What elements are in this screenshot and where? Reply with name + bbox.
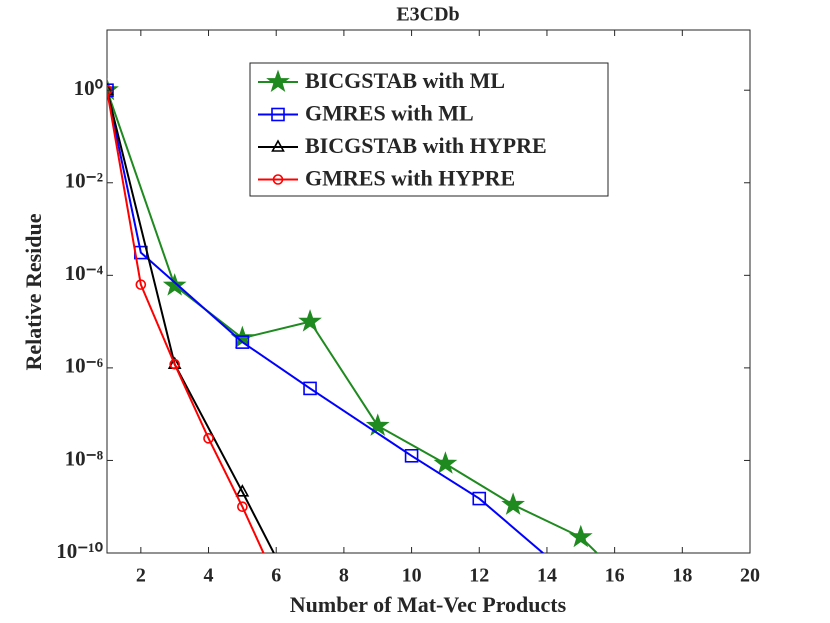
plot-lines	[107, 77, 658, 623]
x-tick-label: 16	[605, 565, 625, 587]
legend-marker	[271, 107, 285, 122]
marker	[162, 273, 187, 296]
marker	[237, 501, 248, 513]
marker	[305, 617, 316, 623]
marker	[639, 594, 658, 612]
marker	[501, 492, 525, 515]
marker	[203, 433, 214, 444]
legend-label: BICGSTAB with ML	[305, 68, 505, 93]
x-tick-label: 10	[402, 565, 422, 587]
legend-label: GMRES with ML	[305, 101, 474, 126]
series-line	[107, 90, 265, 553]
x-tick-label: 18	[672, 565, 692, 587]
legend	[249, 62, 609, 197]
marker	[298, 309, 322, 332]
x-axis-label: Number of Mat-Vec Products	[290, 592, 567, 617]
y-tick-label: 10⁻¹⁰	[56, 539, 103, 563]
marker	[235, 335, 250, 349]
x-tick-label: 20	[740, 565, 760, 587]
legend-marker	[271, 139, 285, 152]
legend-marker	[266, 69, 290, 93]
marker	[568, 524, 593, 548]
marker	[169, 358, 180, 370]
chart-title: E3CDb	[396, 4, 459, 26]
marker	[135, 279, 147, 290]
x-tick-label: 12	[469, 565, 489, 587]
marker	[433, 451, 458, 474]
y-tick-label: 10⁻⁴	[65, 261, 104, 285]
y-tick-label: 10⁰	[74, 76, 104, 100]
x-tick-label: 4	[204, 565, 214, 587]
marker	[404, 448, 419, 463]
series-line	[107, 89, 275, 553]
marker	[472, 491, 487, 506]
marker	[575, 579, 587, 591]
x-tick-label: 14	[537, 565, 557, 587]
legend-label: GMRES with HYPRE	[305, 166, 515, 191]
legend-marker	[272, 174, 284, 185]
marker	[107, 82, 114, 96]
marker	[235, 484, 250, 497]
series-line	[107, 90, 545, 553]
y-tick-label: 10⁻²	[65, 169, 103, 193]
x-tick-label: 2	[136, 565, 146, 587]
y-tick-label: 10⁻⁸	[65, 446, 103, 470]
marker	[365, 413, 390, 436]
y-axis-label: Relative Residue	[21, 213, 46, 370]
legend-label: BICGSTAB with HYPRE	[305, 133, 547, 158]
y-tick-label: 10⁻⁶	[65, 354, 103, 378]
x-tick-label: 6	[271, 565, 281, 587]
x-tick-label: 8	[339, 565, 349, 587]
marker	[303, 381, 317, 396]
